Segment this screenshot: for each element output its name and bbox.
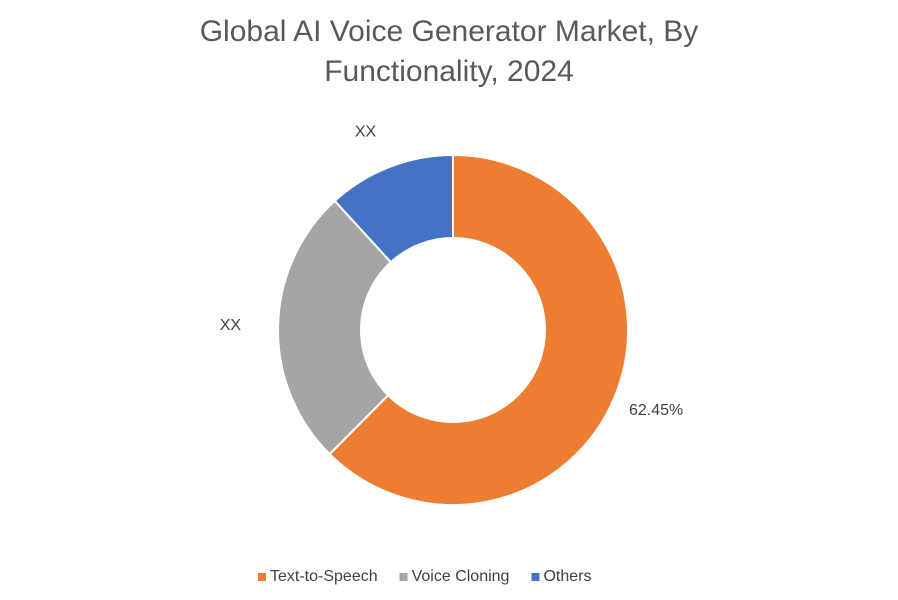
legend-label: Voice Cloning: [412, 568, 510, 585]
chart-title: Global AI Voice Generator Market, By Fun…: [199, 15, 699, 88]
legend-label: Others: [543, 568, 591, 585]
legend-label: Text-to-Speech: [270, 568, 378, 585]
data-label: 62.45%: [629, 402, 683, 419]
donut-slice: [333, 153, 454, 264]
data-label: XX: [220, 317, 242, 334]
donut-slice: [328, 153, 629, 506]
data-label: XX: [355, 124, 377, 141]
legend-swatch: [258, 573, 266, 581]
donut-slice: [277, 199, 393, 456]
legend-swatch: [531, 573, 540, 581]
legend-swatch: [399, 573, 408, 581]
